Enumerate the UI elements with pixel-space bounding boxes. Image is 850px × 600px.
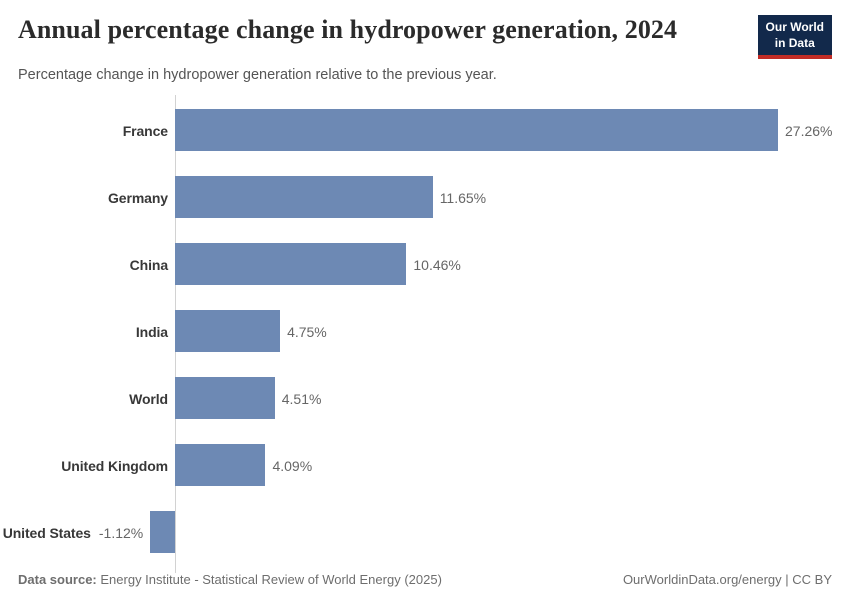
- category-label: China: [129, 256, 168, 273]
- bar[interactable]: [175, 109, 778, 152]
- owid-logo[interactable]: Our World in Data: [757, 15, 832, 60]
- row-left-block: Germany: [108, 164, 168, 231]
- bar-row: 4.75% India: [18, 298, 832, 365]
- bar-row: 27.26% France: [18, 97, 832, 164]
- value-label: 27.26%: [785, 122, 833, 139]
- value-label: 4.51%: [281, 390, 322, 407]
- bar-row: United States -1.12%: [3, 499, 832, 566]
- bar[interactable]: [150, 511, 175, 554]
- page-title: Annual percentage change in hydropower g…: [18, 15, 678, 44]
- data-source: Data source: Energy Institute - Statisti…: [18, 572, 442, 587]
- row-left-block: India: [136, 298, 168, 365]
- bar-row: 4.51% World: [18, 365, 832, 432]
- bar[interactable]: [175, 243, 407, 286]
- value-label: 4.75%: [287, 323, 327, 340]
- value-label: -1.12%: [98, 524, 144, 541]
- header: Annual percentage change in hydropower g…: [18, 15, 832, 60]
- bar-row: 11.65% Germany: [18, 164, 832, 231]
- row-left-block: France: [123, 97, 168, 164]
- category-label: India: [135, 323, 168, 340]
- bar-row: 4.09% United Kingdom: [18, 432, 832, 499]
- value-label: 11.65%: [439, 189, 487, 206]
- chart-subtitle: Percentage change in hydropower generati…: [18, 67, 497, 84]
- bar-row: 10.46% China: [18, 231, 832, 298]
- bar[interactable]: [175, 310, 281, 353]
- value-label: 4.09%: [272, 457, 313, 474]
- category-label: World: [129, 390, 168, 407]
- category-label: Germany: [108, 189, 168, 206]
- footer-credit-link[interactable]: OurWorldinData.org/energy | CC BY: [622, 572, 832, 587]
- owid-logo-line1: Our World: [765, 20, 824, 34]
- bar[interactable]: [175, 176, 433, 219]
- owid-logo-line2: in Data: [774, 35, 815, 50]
- category-label: United Kingdom: [61, 457, 168, 474]
- bar[interactable]: [175, 444, 266, 487]
- data-source-label: Data source:: [18, 572, 97, 587]
- row-left-block: United States -1.12%: [3, 499, 144, 566]
- bar[interactable]: [175, 377, 275, 420]
- category-label: United States: [2, 524, 91, 541]
- data-source-value: Energy Institute - Statistical Review of…: [100, 572, 442, 587]
- row-left-block: China: [130, 231, 168, 298]
- footer: Data source: Energy Institute - Statisti…: [18, 572, 832, 587]
- bar-chart: 27.26% France 11.65% Germany 10.46% China 4.75…: [3, 95, 832, 574]
- category-label: France: [122, 122, 168, 139]
- value-label: 10.46%: [413, 256, 461, 273]
- row-left-block: United Kingdom: [61, 432, 168, 499]
- row-left-block: World: [129, 365, 168, 432]
